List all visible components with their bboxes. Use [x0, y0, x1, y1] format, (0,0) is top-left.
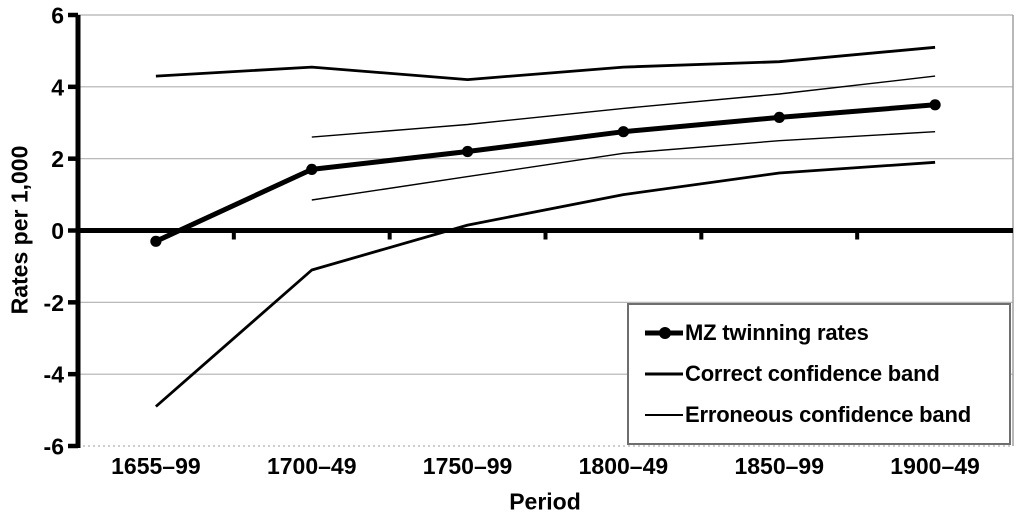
- y-tick-label: 2: [51, 146, 64, 172]
- x-tick-label: 1850–99: [734, 453, 824, 479]
- erroneous-confidence-band-lower-line: [311, 131, 936, 201]
- legend: MZ twinning rates Correct confidence band…: [627, 303, 1011, 445]
- legend-label: Erroneous confidence band: [685, 401, 971, 427]
- legend-item-erroneous-confidence-band: Erroneous confidence band: [645, 402, 1005, 428]
- legend-item-correct-confidence-band: Correct confidence band: [645, 361, 1005, 387]
- mz-twinning-rates-point: [150, 235, 162, 247]
- y-axis-title: Rates per 1,000: [6, 145, 33, 315]
- x-tick-label: 1800–49: [579, 453, 669, 479]
- legend-label: Correct confidence band: [685, 360, 940, 386]
- mz-twinning-rates-point: [773, 111, 785, 123]
- x-axis-title: Period: [509, 488, 581, 515]
- legend-symbol-thick-line-dot: [645, 326, 685, 340]
- y-tick-label: 0: [51, 218, 64, 244]
- legend-label: MZ twinning rates: [685, 320, 869, 346]
- mz-twinning-rates-line: [154, 102, 936, 244]
- mz-twinning-rates-point: [617, 126, 630, 138]
- correct-confidence-band-upper-line: [155, 45, 936, 81]
- mz-twinning-rates-point: [929, 99, 941, 111]
- y-tick-label: -2: [44, 290, 64, 316]
- x-tick-label: 1655–99: [111, 453, 201, 479]
- legend-item-mz-twinning-rates: MZ twinning rates: [645, 320, 1005, 346]
- y-tick-label: 4: [51, 74, 64, 100]
- correct-confidence-band-lower-line: [154, 160, 936, 408]
- x-tick-label: 1900–49: [890, 453, 980, 479]
- mz-twinning-rates-point: [462, 145, 474, 158]
- y-tick-label: 6: [51, 3, 64, 29]
- legend-symbol-thin-line: [645, 408, 685, 422]
- legend-symbol-medium-line: [645, 367, 685, 381]
- x-tick-label: 1700–49: [267, 453, 357, 479]
- y-tick-label: -6: [44, 434, 64, 460]
- x-tick-label: 1750–99: [423, 453, 513, 479]
- y-tick-label: -4: [44, 362, 65, 388]
- mz-twinning-rates-point: [306, 163, 318, 175]
- legend-marker-dot: [659, 327, 671, 340]
- erroneous-confidence-band-upper-line: [311, 75, 936, 138]
